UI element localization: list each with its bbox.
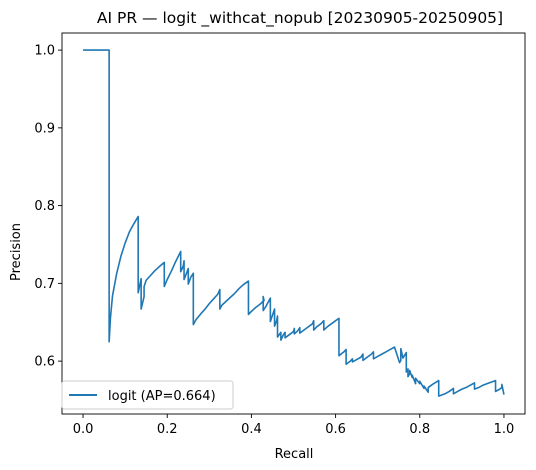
y-axis-title: Precision [9,223,24,281]
y-tick-label: 0.7 [34,277,55,292]
x-tick-label: 0.6 [325,422,346,437]
legend-label-logit: logit (AP=0.664) [108,389,216,404]
axes-frame [61,32,526,415]
x-axis-title: Recall [275,447,314,462]
y-tick-label: 1.0 [34,44,55,59]
x-tick-label: 1.0 [494,422,515,437]
y-tick-label: 0.9 [34,121,55,136]
x-tick-label: 0.2 [157,422,178,437]
plot-area: 0.0 0.2 0.4 0.6 0.8 1.0 0.6 0.7 0.8 0.9 1.0 [34,32,526,437]
y-tick-label: 0.6 [34,355,55,370]
legend: logit (AP=0.664) [61,380,234,410]
series-line-0 [83,49,505,397]
chart-title: AI PR — logit _withcat_nopub [20230905-2… [97,9,503,28]
x-tick-label: 0.0 [73,422,94,437]
y-tick-label: 0.8 [34,199,55,214]
legend-box [61,380,234,410]
x-tick-label: 0.8 [409,422,430,437]
x-tick-label: 0.4 [241,422,262,437]
